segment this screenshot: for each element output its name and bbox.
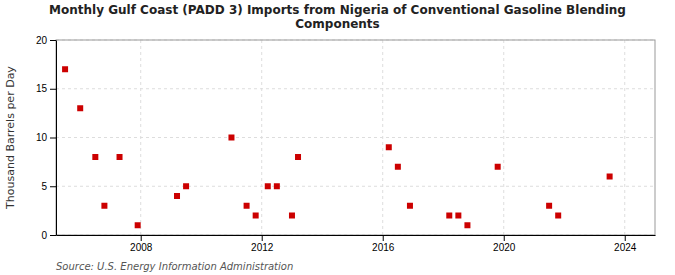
grid xyxy=(56,40,655,235)
tick: 0 xyxy=(41,230,56,241)
point xyxy=(407,203,413,209)
tick: 2016 xyxy=(372,235,395,253)
tick-label: 2012 xyxy=(251,242,274,253)
tick-mark xyxy=(50,40,56,41)
grid-line-y xyxy=(56,88,655,89)
tick-mark xyxy=(504,235,505,241)
point xyxy=(183,183,189,189)
tick-mark xyxy=(50,235,56,236)
grid-line-x xyxy=(503,40,504,235)
tick: 10 xyxy=(36,132,56,143)
x-axis: 2008 2012 2016 2020 2024 xyxy=(57,235,656,253)
tick-label: 2024 xyxy=(614,242,637,253)
y-axis-label: Thousand Barrels per Day xyxy=(4,66,17,210)
tick-mark xyxy=(50,138,56,139)
point xyxy=(77,105,83,111)
point xyxy=(228,135,234,141)
point xyxy=(174,193,180,199)
tick-mark xyxy=(262,235,263,241)
axis-domain xyxy=(56,41,57,236)
grid-line-y xyxy=(56,137,655,138)
point xyxy=(117,154,123,160)
title: Monthly Gulf Coast (PADD 3) Imports from… xyxy=(49,3,626,31)
point xyxy=(555,213,561,219)
point xyxy=(386,144,392,150)
point xyxy=(607,174,613,180)
point xyxy=(446,213,452,219)
point xyxy=(101,203,107,209)
point xyxy=(289,213,295,219)
tick-mark xyxy=(50,186,56,187)
plot-frame xyxy=(56,40,655,235)
point xyxy=(135,222,141,228)
tick-mark xyxy=(141,235,142,241)
tick: 2024 xyxy=(614,235,637,253)
tick-label: 0 xyxy=(41,230,47,241)
tick-label: 20 xyxy=(36,35,48,46)
annotation: Source: U.S. Energy Information Administ… xyxy=(56,261,293,272)
grid-line-x xyxy=(624,40,625,235)
point xyxy=(546,203,552,209)
points xyxy=(62,66,613,228)
point xyxy=(464,222,470,228)
tick-label: 2008 xyxy=(130,242,153,253)
tick-mark xyxy=(50,89,56,90)
point xyxy=(62,66,68,72)
point xyxy=(244,203,250,209)
point xyxy=(265,183,271,189)
point xyxy=(253,213,259,219)
point xyxy=(295,154,301,160)
point xyxy=(274,183,280,189)
tick: 2012 xyxy=(251,235,274,253)
chart: 2008 2012 2016 2020 2024 0 5 10 15 20 Thousand Bar… xyxy=(0,0,675,275)
tick: 20 xyxy=(36,35,56,46)
tick-label: 10 xyxy=(36,132,48,143)
y-axis: 0 5 10 15 20 xyxy=(36,35,57,241)
tick-mark xyxy=(383,235,384,241)
tick-label: 5 xyxy=(41,181,47,192)
tick-label: 15 xyxy=(36,83,48,94)
point xyxy=(455,213,461,219)
point xyxy=(92,154,98,160)
tick-mark xyxy=(625,235,626,241)
tick: 2020 xyxy=(493,235,516,253)
grid-line-y xyxy=(56,186,655,187)
tick-label: 2020 xyxy=(493,242,516,253)
plot-area: 2008 2012 2016 2020 2024 0 5 10 15 20 xyxy=(36,35,656,253)
tick: 2008 xyxy=(130,235,153,253)
axis-domain xyxy=(57,235,656,236)
tick: 5 xyxy=(41,181,56,192)
tick: 15 xyxy=(36,83,56,94)
point xyxy=(495,164,501,170)
point xyxy=(395,164,401,170)
tick-label: 2016 xyxy=(372,242,395,253)
